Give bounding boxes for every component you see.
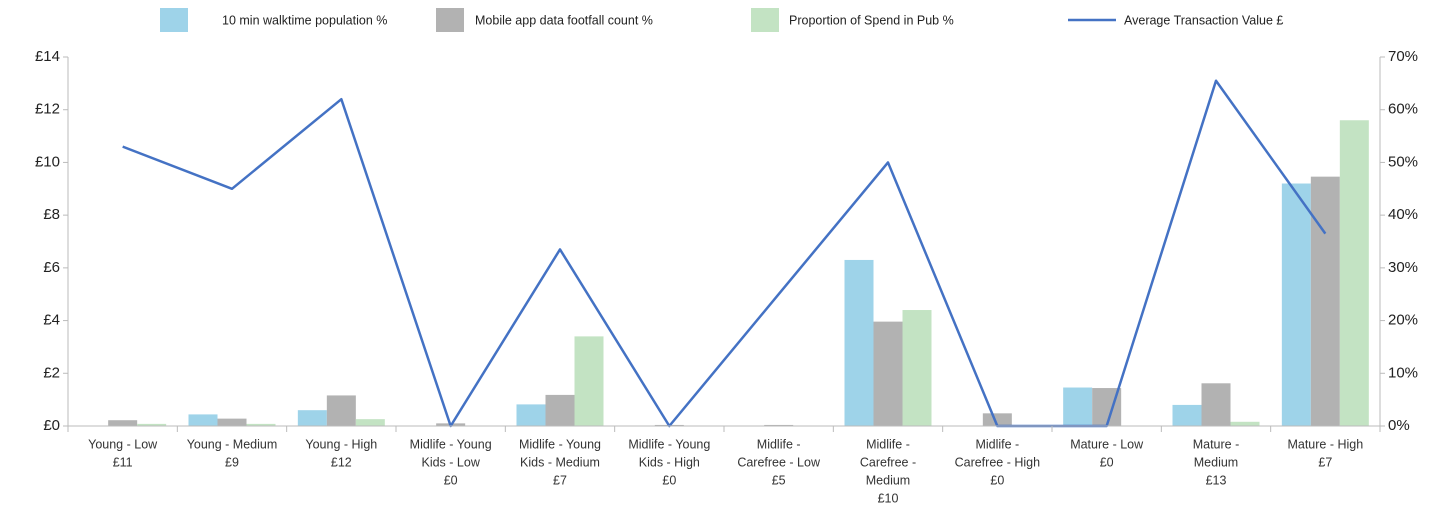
y2-tick-label: 60% [1388, 101, 1418, 118]
bar [137, 423, 167, 426]
y-tick-label: £4 [43, 312, 60, 329]
x-tick-label: £10 [878, 491, 899, 505]
y2-tick-label: 30% [1388, 259, 1418, 276]
x-tick-label: Midlife - Young [628, 437, 710, 451]
bar [902, 310, 932, 426]
x-tick-label: £7 [1318, 455, 1332, 469]
bar [217, 418, 247, 426]
y2-tick-label: 40% [1388, 206, 1418, 223]
y2-tick-label: 70% [1388, 48, 1418, 65]
x-tick-label: Carefree - Low [737, 455, 821, 469]
bar [873, 321, 903, 426]
x-tick-label: £13 [1206, 473, 1227, 487]
x-tick-label: Young - Low [88, 437, 158, 451]
x-tick-label: £0 [1100, 455, 1114, 469]
x-tick-label: Medium [1194, 455, 1238, 469]
bar [297, 410, 327, 426]
bar [108, 420, 138, 426]
x-tick-label: Midlife - Young [519, 437, 601, 451]
bar [355, 419, 385, 426]
bar [516, 404, 546, 426]
x-tick-label: Midlife - [975, 437, 1019, 451]
legend-swatch [751, 8, 779, 32]
bar [1310, 176, 1340, 426]
x-tick-label: £11 [113, 455, 133, 469]
x-tick-label: £0 [444, 473, 458, 487]
y-tick-label: £12 [35, 101, 60, 118]
y2-tick-label: 10% [1388, 364, 1418, 381]
bar [1230, 421, 1260, 426]
legend-label: 10 min walktime population % [222, 13, 387, 27]
bar [326, 395, 356, 426]
x-tick-label: Kids - High [639, 455, 700, 469]
y2-tick-label: 20% [1388, 312, 1418, 329]
x-tick-label: Midlife - Young [410, 437, 492, 451]
x-tick-label: Mature - [1193, 437, 1240, 451]
x-tick-label: Mature - Low [1070, 437, 1144, 451]
y-tick-label: £14 [35, 48, 60, 65]
x-tick-label: Young - Medium [187, 437, 278, 451]
y-tick-label: £8 [43, 206, 60, 223]
x-tick-label: Midlife - [866, 437, 910, 451]
bar [1339, 120, 1369, 426]
x-tick-label: Kids - Low [421, 455, 480, 469]
bar [1201, 383, 1231, 426]
y-tick-label: £2 [43, 364, 60, 381]
bar [545, 394, 575, 426]
bar [1172, 404, 1202, 426]
bar [574, 336, 604, 426]
line [122, 79, 1327, 428]
y2-tick-label: 50% [1388, 153, 1418, 170]
x-tick-label: £0 [990, 473, 1004, 487]
x-tick-label: Mature - High [1287, 437, 1363, 451]
x-tick-label: Kids - Medium [520, 455, 600, 469]
bar [982, 413, 1012, 426]
legend-label: Mobile app data footfall count % [475, 13, 653, 27]
x-tick-label: £0 [662, 473, 676, 487]
y2-tick-label: 0% [1388, 417, 1410, 434]
x-tick-label: £9 [225, 455, 239, 469]
legend-swatch [436, 8, 464, 32]
bar [1063, 387, 1093, 426]
legend-label: Proportion of Spend in Pub % [789, 13, 954, 27]
legend-label: Average Transaction Value £ [1124, 13, 1283, 27]
x-tick-label: Carefree - High [955, 455, 1040, 469]
bar [188, 414, 218, 426]
x-tick-label: Carefree - [860, 455, 916, 469]
bar [764, 424, 794, 426]
y-tick-label: £10 [35, 153, 60, 170]
x-tick-label: Young - High [305, 437, 377, 451]
x-tick-label: £12 [331, 455, 352, 469]
y-tick-label: £6 [43, 259, 60, 276]
bar [246, 423, 276, 426]
bar [844, 259, 874, 426]
x-tick-label: Medium [866, 473, 910, 487]
x-tick-label: Midlife - [757, 437, 801, 451]
x-tick-label: £5 [772, 473, 786, 487]
y-tick-label: £0 [43, 417, 60, 434]
legend-swatch [160, 8, 188, 32]
x-tick-label: £7 [553, 473, 567, 487]
bar [1281, 183, 1311, 426]
